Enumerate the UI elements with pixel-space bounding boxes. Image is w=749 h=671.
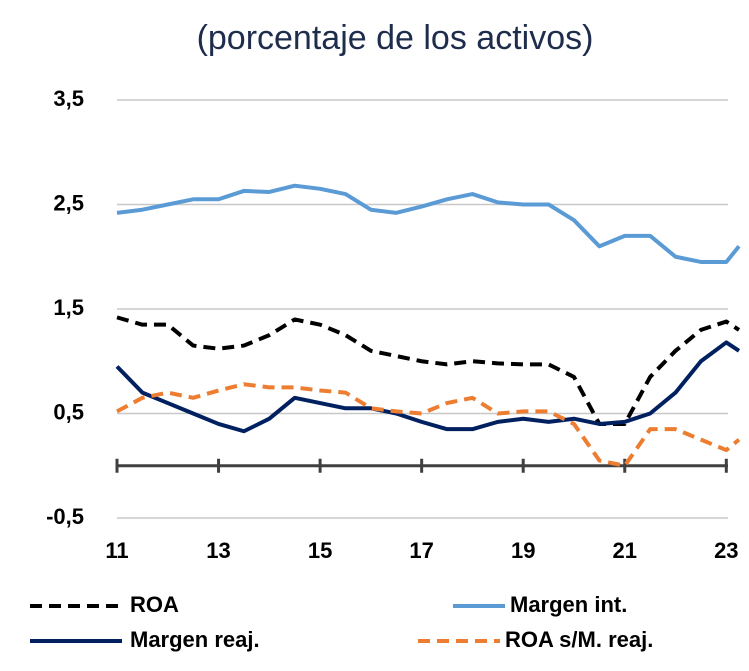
series-line xyxy=(116,315,741,426)
x-tick-label: 15 xyxy=(308,538,332,563)
x-tick-label: 23 xyxy=(714,538,738,563)
y-tick-label: -0,5 xyxy=(46,504,84,529)
chart-title: (porcentaje de los activos) xyxy=(197,19,594,57)
series-line xyxy=(115,340,741,434)
x-tick-label: 19 xyxy=(511,538,535,563)
legend-label: ROA xyxy=(130,592,179,617)
legend-label: Margen reaj. xyxy=(130,627,260,652)
y-tick-label: 0,5 xyxy=(53,399,84,424)
series-line xyxy=(116,183,741,264)
y-tick-label: 2,5 xyxy=(53,190,84,215)
legend-label: ROA s/M. reaj. xyxy=(505,627,653,652)
x-tick-label: 17 xyxy=(409,538,433,563)
series-line xyxy=(116,382,741,468)
x-tick-label: 21 xyxy=(613,538,637,563)
y-tick-label: 3,5 xyxy=(53,86,84,111)
x-tick-label: 13 xyxy=(206,538,230,563)
legend-label: Margen int. xyxy=(510,592,627,617)
x-tick-label: 11 xyxy=(105,538,128,563)
y-tick-label: 1,5 xyxy=(53,295,84,320)
